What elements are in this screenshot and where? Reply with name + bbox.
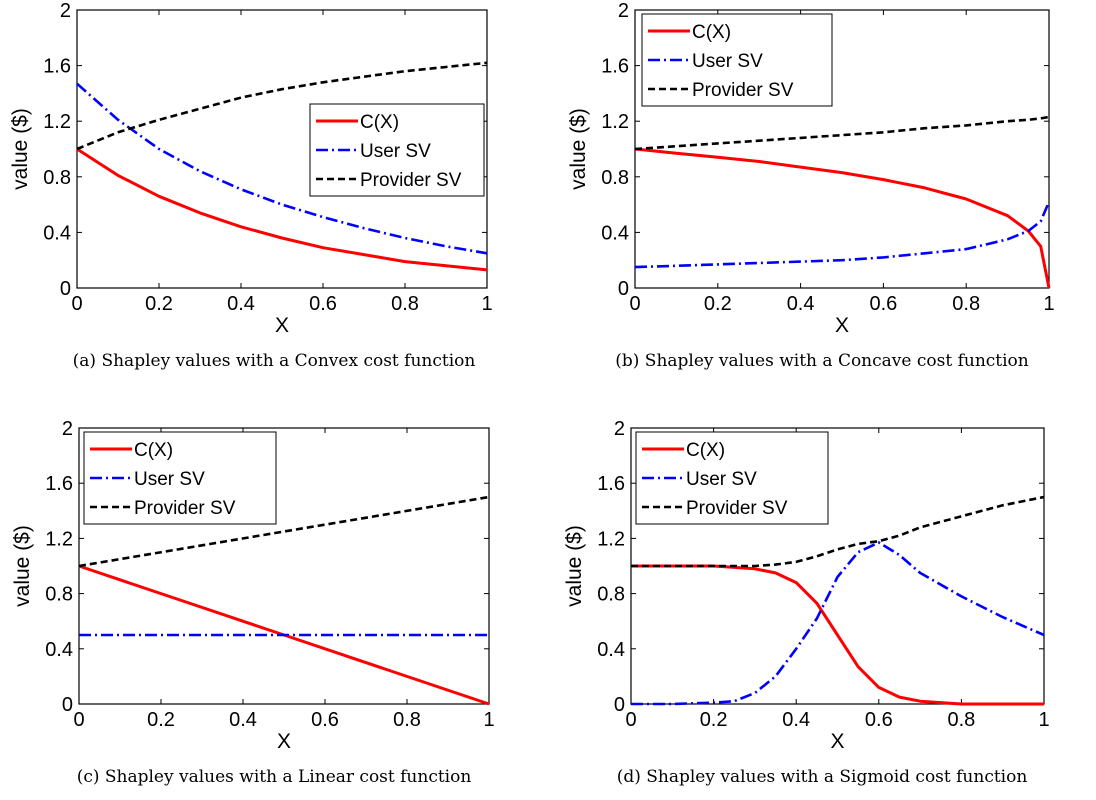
- x-tick-label: 1: [1043, 293, 1054, 315]
- x-tick-label: 0.2: [700, 709, 728, 731]
- x-tick-label: 0: [629, 293, 640, 315]
- y-tick-label: 0.4: [601, 222, 629, 244]
- series-line-user-sv: [634, 201, 1051, 269]
- y-axis-title: value ($): [563, 525, 586, 607]
- y-tick-label: 0: [614, 694, 625, 716]
- x-axis-title: X: [835, 314, 849, 337]
- y-tick-label: 0.8: [45, 584, 73, 606]
- legend-label: User SV: [134, 469, 205, 490]
- y-tick-label: 0: [62, 694, 73, 716]
- y-tick-label: 1.6: [601, 56, 629, 78]
- x-tick-label: 0.6: [865, 709, 893, 731]
- legend-label: C(X): [686, 440, 725, 461]
- caption-c: (c) Shapley values with a Linear cost fu…: [76, 767, 472, 787]
- legend: C(X) User SV Provider SV: [309, 103, 485, 197]
- y-tick-label: 0.8: [601, 167, 629, 189]
- y-tick-label: 2: [60, 0, 71, 22]
- x-tick-label: 0.6: [311, 709, 339, 731]
- x-tick-label: 0.4: [782, 709, 810, 731]
- caption-a: (a) Shapley values with a Convex cost fu…: [72, 351, 476, 371]
- x-tick-label: 0: [73, 709, 84, 731]
- x-tick-label: 0.2: [704, 293, 732, 315]
- legend-label: Provider SV: [692, 80, 794, 101]
- y-tick-label: 0.8: [597, 584, 625, 606]
- legend-label: Provider SV: [360, 170, 462, 191]
- x-tick-label: 0.4: [229, 709, 257, 731]
- y-tick-label: 0: [60, 278, 71, 300]
- y-tick-label: 0.4: [43, 222, 71, 244]
- series-line-user-sv: [76, 82, 488, 255]
- x-tick-label: 0.4: [227, 293, 255, 315]
- series-line-c-x: [76, 147, 488, 272]
- x-axis-title: X: [275, 314, 289, 337]
- legend: C(X) User SV Provider SV: [83, 431, 277, 525]
- series-line-provider-sv: [78, 495, 490, 568]
- series-line-provider-sv: [631, 495, 1045, 568]
- x-tick-label: 0.2: [145, 293, 173, 315]
- x-tick-label: 0: [71, 293, 82, 315]
- y-tick-label: 0.8: [43, 167, 71, 189]
- y-tick-label: 1.2: [597, 528, 625, 550]
- y-axis-title: value ($): [11, 525, 34, 607]
- y-tick-label: 0.4: [597, 639, 625, 661]
- y-tick-label: 1.2: [45, 528, 73, 550]
- x-tick-label: 1: [483, 709, 494, 731]
- x-tick-label: 0.8: [393, 709, 421, 731]
- legend: C(X) User SV Provider SV: [641, 13, 833, 107]
- y-tick-label: 2: [62, 418, 73, 440]
- legend-label: User SV: [360, 141, 431, 162]
- y-tick-label: 1.6: [597, 473, 625, 495]
- legend: C(X) User SV Provider SV: [635, 431, 829, 525]
- y-tick-label: 2: [618, 0, 629, 22]
- x-tick-label: 0.8: [947, 709, 975, 731]
- legend-label: Provider SV: [686, 498, 788, 519]
- y-tick-label: 1.2: [601, 111, 629, 133]
- y-tick-label: 0.4: [45, 639, 73, 661]
- legend-label: C(X): [134, 440, 173, 461]
- y-tick-label: 1.6: [43, 56, 71, 78]
- y-tick-label: 1.6: [45, 473, 73, 495]
- y-tick-label: 1.2: [43, 111, 71, 133]
- x-tick-label: 1: [1038, 709, 1049, 731]
- legend-label: User SV: [692, 51, 763, 72]
- y-tick-label: 2: [614, 418, 625, 440]
- x-axis-title: X: [830, 730, 844, 753]
- legend-label: C(X): [692, 22, 731, 43]
- y-tick-label: 0: [618, 278, 629, 300]
- series-line-user-sv: [631, 541, 1045, 706]
- y-axis-title: value ($): [567, 108, 590, 190]
- y-axis-title: value ($): [9, 108, 32, 190]
- caption-d: (d) Shapley values with a Sigmoid cost f…: [616, 767, 1028, 787]
- x-tick-label: 0.2: [147, 709, 175, 731]
- x-tick-label: 0.6: [309, 293, 337, 315]
- legend-label: User SV: [686, 469, 757, 490]
- caption-b: (b) Shapley values with a Concave cost f…: [615, 351, 1029, 371]
- x-tick-label: 0.8: [952, 293, 980, 315]
- x-tick-label: 0: [625, 709, 636, 731]
- x-tick-label: 0.6: [869, 293, 897, 315]
- x-tick-label: 0.8: [391, 293, 419, 315]
- series-line-provider-sv: [76, 61, 488, 151]
- legend-label: Provider SV: [134, 498, 236, 519]
- x-tick-label: 0.4: [787, 293, 815, 315]
- series-line-provider-sv: [634, 115, 1050, 151]
- x-axis-title: X: [277, 730, 291, 753]
- x-tick-label: 1: [481, 293, 492, 315]
- legend-label: C(X): [360, 112, 399, 133]
